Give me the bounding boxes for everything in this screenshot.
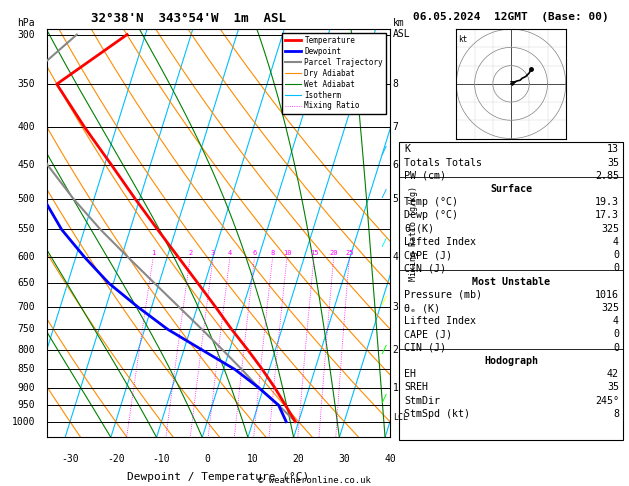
Text: CAPE (J): CAPE (J) xyxy=(404,330,452,339)
Text: 450: 450 xyxy=(18,160,35,170)
Text: EH: EH xyxy=(404,369,416,379)
Text: 1: 1 xyxy=(151,250,155,257)
Text: /: / xyxy=(381,146,387,156)
Text: SREH: SREH xyxy=(404,382,428,392)
Text: 32°38'N  343°54'W  1m  ASL: 32°38'N 343°54'W 1m ASL xyxy=(91,12,286,25)
Text: /: / xyxy=(381,296,387,306)
Text: 35: 35 xyxy=(607,382,619,392)
Text: -30: -30 xyxy=(61,454,79,464)
Text: Most Unstable: Most Unstable xyxy=(472,277,550,287)
Text: 10: 10 xyxy=(247,454,259,464)
Text: 0: 0 xyxy=(613,330,619,339)
Text: 15: 15 xyxy=(309,250,318,257)
Text: 06.05.2024  12GMT  (Base: 00): 06.05.2024 12GMT (Base: 00) xyxy=(413,12,609,22)
Text: 1016: 1016 xyxy=(595,290,619,300)
Text: Hodograph: Hodograph xyxy=(484,356,538,366)
Text: CIN (J): CIN (J) xyxy=(404,343,447,353)
Text: 750: 750 xyxy=(18,324,35,334)
Text: 17.3: 17.3 xyxy=(595,210,619,221)
Text: Pressure (mb): Pressure (mb) xyxy=(404,290,482,300)
Text: Totals Totals: Totals Totals xyxy=(404,157,482,168)
Text: hPa: hPa xyxy=(18,18,35,28)
Text: © weatheronline.co.uk: © weatheronline.co.uk xyxy=(258,476,371,485)
Text: 25: 25 xyxy=(345,250,353,257)
Text: /: / xyxy=(381,238,387,248)
Text: StmDir: StmDir xyxy=(404,396,440,405)
Legend: Temperature, Dewpoint, Parcel Trajectory, Dry Adiabat, Wet Adiabat, Isotherm, Mi: Temperature, Dewpoint, Parcel Trajectory… xyxy=(282,33,386,114)
Text: 0: 0 xyxy=(204,454,210,464)
Text: /: / xyxy=(381,190,387,199)
Text: km: km xyxy=(392,18,404,28)
Text: 6: 6 xyxy=(252,250,257,257)
Text: 2.85: 2.85 xyxy=(595,171,619,181)
Text: CAPE (J): CAPE (J) xyxy=(404,250,452,260)
Text: /: / xyxy=(381,394,387,403)
Text: 5: 5 xyxy=(392,194,399,204)
Text: K: K xyxy=(404,144,411,155)
Text: 4: 4 xyxy=(228,250,232,257)
Text: Dewpoint / Temperature (°C): Dewpoint / Temperature (°C) xyxy=(128,472,309,482)
Text: 900: 900 xyxy=(18,383,35,393)
Text: 850: 850 xyxy=(18,364,35,374)
Text: θₑ(K): θₑ(K) xyxy=(404,224,435,234)
Text: Surface: Surface xyxy=(490,184,532,194)
Text: 3: 3 xyxy=(392,302,399,312)
Text: 950: 950 xyxy=(18,400,35,410)
Text: 800: 800 xyxy=(18,345,35,355)
Text: StmSpd (kt): StmSpd (kt) xyxy=(404,409,470,419)
Text: 325: 325 xyxy=(601,303,619,313)
Text: 4: 4 xyxy=(392,252,399,262)
Text: 13: 13 xyxy=(607,144,619,155)
Text: 8: 8 xyxy=(270,250,275,257)
Text: 4: 4 xyxy=(613,237,619,247)
Text: CIN (J): CIN (J) xyxy=(404,263,447,273)
Text: Temp (°C): Temp (°C) xyxy=(404,197,459,207)
Text: 35: 35 xyxy=(607,157,619,168)
Text: Mixing Ratio (g/kg): Mixing Ratio (g/kg) xyxy=(409,186,418,281)
Text: 650: 650 xyxy=(18,278,35,288)
Text: 2: 2 xyxy=(392,345,399,355)
Text: PW (cm): PW (cm) xyxy=(404,171,447,181)
Text: 2: 2 xyxy=(188,250,192,257)
Text: Lifted Index: Lifted Index xyxy=(404,316,476,326)
Text: 4: 4 xyxy=(613,316,619,326)
Text: Dewp (°C): Dewp (°C) xyxy=(404,210,459,221)
Text: 30: 30 xyxy=(338,454,350,464)
Text: 245°: 245° xyxy=(595,396,619,405)
Text: 700: 700 xyxy=(18,302,35,312)
Text: 10: 10 xyxy=(282,250,291,257)
Text: -10: -10 xyxy=(153,454,170,464)
Text: LCL: LCL xyxy=(392,413,408,422)
Text: ASL: ASL xyxy=(392,29,410,39)
Text: /: / xyxy=(381,345,387,355)
Text: 8: 8 xyxy=(392,79,399,89)
Text: -20: -20 xyxy=(107,454,125,464)
Text: 6: 6 xyxy=(392,160,399,170)
Text: 600: 600 xyxy=(18,252,35,262)
Text: 8: 8 xyxy=(613,409,619,419)
Text: 325: 325 xyxy=(601,224,619,234)
Text: 7: 7 xyxy=(392,122,399,132)
Text: 350: 350 xyxy=(18,79,35,89)
Text: 1000: 1000 xyxy=(12,417,35,427)
Text: 20: 20 xyxy=(330,250,338,257)
Text: 500: 500 xyxy=(18,194,35,204)
Text: 42: 42 xyxy=(607,369,619,379)
Text: 40: 40 xyxy=(384,454,396,464)
Text: 0: 0 xyxy=(613,343,619,353)
Text: 0: 0 xyxy=(613,263,619,273)
Text: 1: 1 xyxy=(392,383,399,393)
Text: 19.3: 19.3 xyxy=(595,197,619,207)
Text: 550: 550 xyxy=(18,225,35,234)
Text: 300: 300 xyxy=(18,30,35,39)
Text: 3: 3 xyxy=(211,250,215,257)
Text: Lifted Index: Lifted Index xyxy=(404,237,476,247)
Text: θₑ (K): θₑ (K) xyxy=(404,303,440,313)
Text: 20: 20 xyxy=(292,454,304,464)
Text: 0: 0 xyxy=(613,250,619,260)
Text: 400: 400 xyxy=(18,122,35,132)
Text: kt: kt xyxy=(458,35,467,44)
